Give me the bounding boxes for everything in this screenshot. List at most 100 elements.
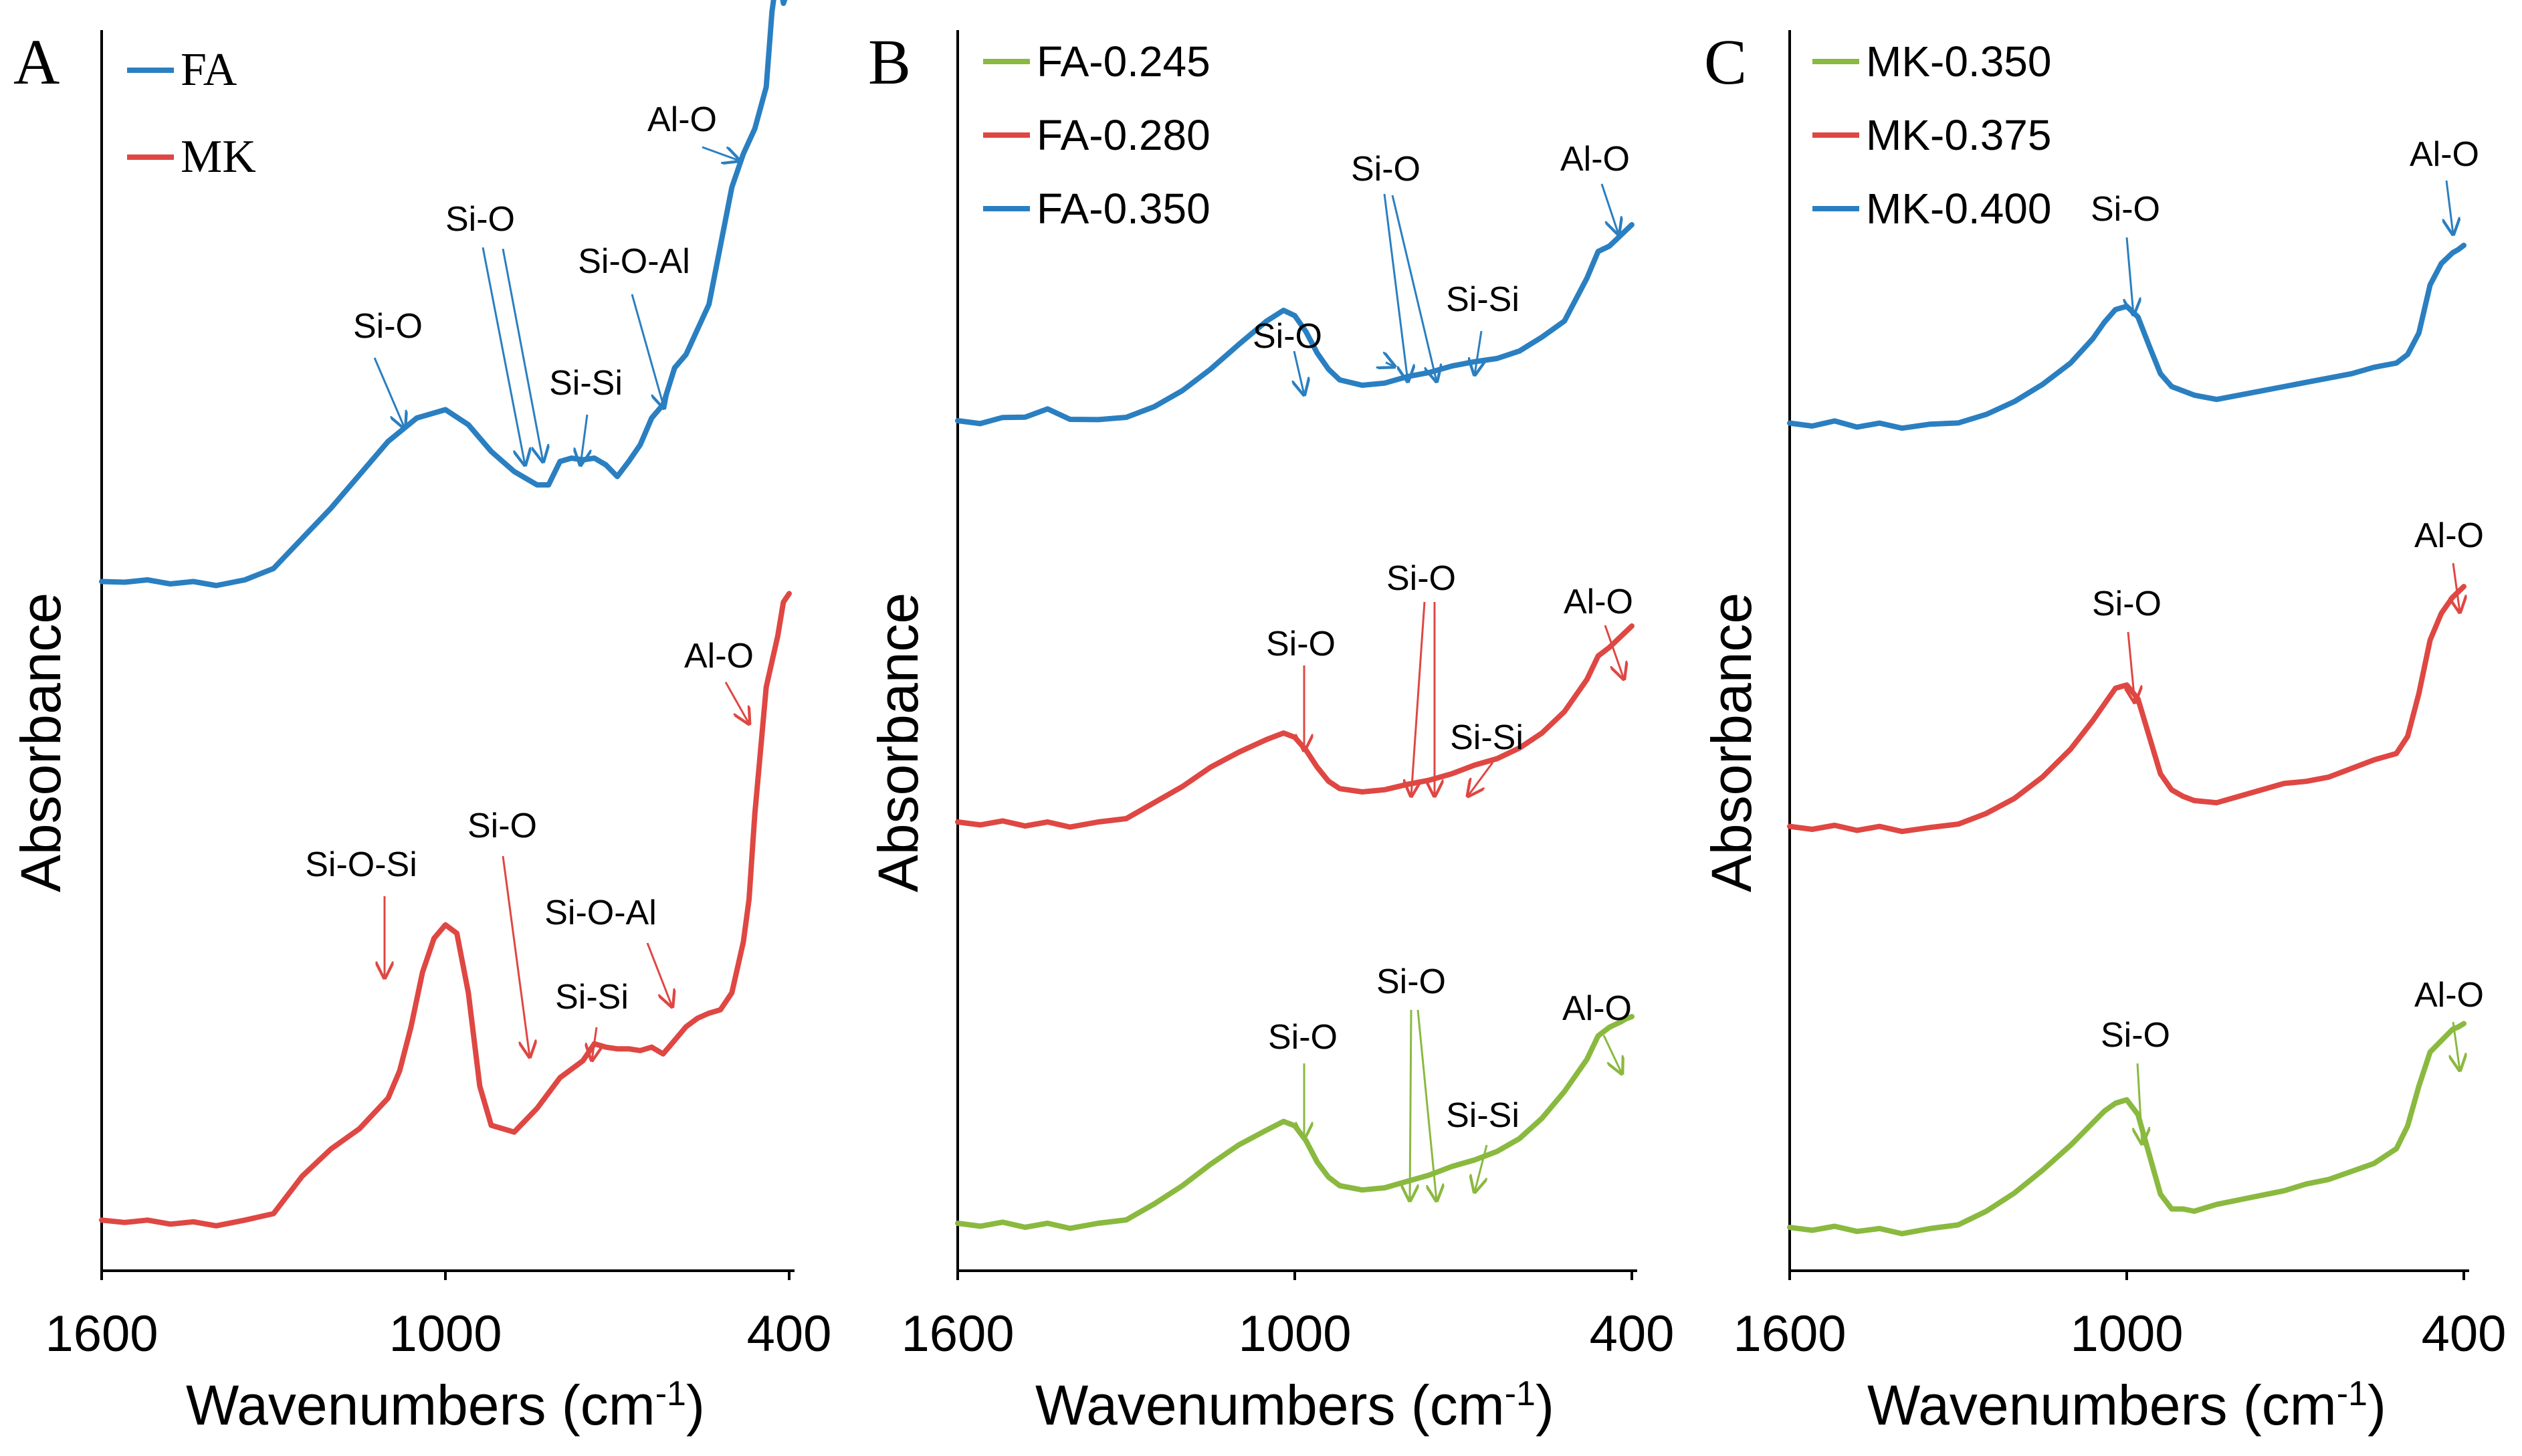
peak-annotation-arrow — [646, 942, 672, 1007]
peak-annotation-arrow — [1475, 1144, 1488, 1192]
peak-annotation-arrow — [1383, 193, 1408, 381]
panel-label: C — [1704, 26, 1747, 98]
peak-annotation-arrow — [502, 855, 530, 1057]
peak-annotation-arrow — [1294, 350, 1304, 395]
x-axis-label-superscript: -1 — [655, 1374, 686, 1413]
peak-annotation-arrow — [724, 682, 749, 724]
peak-annotation-arrow — [1410, 1009, 1411, 1201]
x-axis-label-main: Wavenumbers (cm — [1035, 1374, 1505, 1437]
series-line-mk-0.350 — [1787, 1021, 2466, 1237]
peak-annotation-arrow — [1391, 195, 1437, 381]
series-line-fa-0.245 — [955, 1014, 1635, 1231]
peak-annotation-label: Al-O — [1560, 140, 1630, 179]
x-tick-label: 1000 — [1238, 1306, 1351, 1362]
peak-annotation-label: Si-O-Si — [305, 845, 417, 884]
peak-annotation-label: Si-O — [1376, 962, 1446, 1001]
peak-annotation-arrow — [592, 1027, 597, 1060]
peak-annotation-label: Si-O-Al — [578, 242, 690, 281]
x-tick-label: 400 — [747, 1306, 832, 1362]
series-line-mk-0.400 — [1787, 242, 2466, 431]
peak-annotation-arrow — [1602, 1035, 1622, 1073]
peak-annotation-arrow — [581, 414, 587, 465]
peak-annotation-label: Si-Si — [1446, 280, 1519, 319]
peak-annotation-arrow — [1600, 183, 1618, 234]
x-axis-label-close: ) — [2368, 1374, 2386, 1437]
peak-annotation-label: Al-O — [647, 100, 717, 139]
x-axis-label: Wavenumbers (cm-1) — [1867, 1374, 2386, 1437]
x-axis-label: Wavenumbers (cm-1) — [186, 1374, 705, 1437]
x-axis-label-superscript: -1 — [2337, 1374, 2368, 1413]
peak-annotation-label: Si-Si — [549, 364, 623, 403]
peak-annotation-label: Si-O — [1386, 559, 1456, 598]
legend-label: FA-0.280 — [1037, 111, 1211, 159]
peak-annotation-arrow — [1386, 362, 1394, 367]
x-axis-label-superscript: -1 — [1505, 1374, 1536, 1413]
peak-annotation-arrow — [1468, 762, 1494, 796]
legend-label: MK-0.375 — [1866, 111, 2051, 159]
x-axis-label-main: Wavenumbers (cm — [1867, 1374, 2337, 1437]
peak-annotation-arrow — [702, 146, 739, 161]
x-tick-label: 400 — [2422, 1306, 2507, 1362]
peak-annotation-arrow — [2446, 180, 2453, 234]
peak-annotation-label: Si-Si — [1450, 718, 1523, 757]
x-tick-label: 1600 — [45, 1306, 158, 1362]
y-axis-label: Absorbance — [9, 593, 72, 892]
peak-annotation-arrow — [2128, 631, 2135, 702]
peak-annotation-arrow — [1416, 1009, 1437, 1201]
series-line-fa-0.350 — [955, 222, 1635, 427]
peak-annotation-arrow — [1604, 625, 1624, 679]
series-line-mk-0.375 — [1787, 584, 2466, 835]
peak-annotation-label: Si-O — [1268, 1018, 1338, 1057]
peak-annotation-label: Si-O — [445, 200, 515, 239]
panel-label: A — [13, 26, 60, 98]
peak-annotation-label: Al-O — [1562, 989, 1632, 1028]
peak-annotation-arrow — [2137, 1063, 2142, 1144]
peak-annotation-label: Al-O — [1564, 583, 1633, 621]
x-axis-label-close: ) — [686, 1374, 705, 1437]
peak-annotation-arrow — [2453, 562, 2460, 612]
peak-annotation-label: Si-O — [2092, 585, 2162, 623]
y-axis-label: Absorbance — [1700, 593, 1763, 892]
peak-annotation-label: Si-O — [1266, 625, 1336, 663]
legend-label: FA-0.245 — [1037, 37, 1211, 86]
x-tick-label: 1000 — [389, 1306, 502, 1362]
series-line-fa-0.280 — [955, 623, 1635, 830]
y-axis-label: Absorbance — [867, 593, 930, 892]
peak-annotation-arrow — [631, 294, 664, 408]
legend-label: MK-0.350 — [1866, 37, 2051, 86]
peak-annotation-arrow — [2127, 237, 2133, 314]
peak-annotation-label: Al-O — [2414, 516, 2484, 555]
peak-annotation-label: Si-O — [2101, 1016, 2170, 1055]
x-tick-label: 1600 — [1733, 1306, 1846, 1362]
peak-annotation-label: Si-O — [1351, 150, 1421, 189]
peak-annotation-label: Si-O — [1253, 317, 1322, 356]
legend-label: MK — [181, 131, 256, 183]
peak-annotation-arrow — [502, 248, 543, 461]
series-line-mk — [99, 591, 792, 1229]
panel-a: 1600 1000 400 Wavenumbers (cm-1) Absorbance A… — [9, 0, 831, 1437]
peak-annotation-arrow — [1475, 330, 1481, 375]
peak-annotation-label: Si-O — [2091, 190, 2160, 229]
peak-annotation-label: Al-O — [2410, 135, 2479, 174]
x-tick-label: 1000 — [2070, 1306, 2183, 1362]
series-line-fa — [99, 0, 788, 589]
peak-annotation-label: Si-O-Al — [544, 894, 657, 932]
legend-label: MK-0.400 — [1866, 185, 2051, 233]
x-axis-label-close: ) — [1536, 1374, 1554, 1437]
peak-annotation-arrow — [482, 247, 525, 465]
peak-annotation-label: Al-O — [684, 637, 754, 675]
x-tick-label: 400 — [1590, 1306, 1675, 1362]
peak-annotation-label: Si-O — [353, 307, 423, 346]
panel-b: 1600 1000 400 Wavenumbers (cm-1) Absorbance B… — [867, 26, 1674, 1437]
legend-label: FA — [181, 44, 237, 96]
x-axis-label-main: Wavenumbers (cm — [186, 1374, 655, 1437]
peak-annotation-label: Al-O — [2414, 976, 2484, 1015]
peak-annotation-arrow — [2453, 1021, 2460, 1070]
peak-annotation-label: Si-Si — [555, 978, 629, 1017]
x-tick-label: 1600 — [901, 1306, 1014, 1362]
peak-annotation-arrow — [373, 357, 405, 428]
x-axis-label: Wavenumbers (cm-1) — [1035, 1374, 1554, 1437]
panel-label: B — [868, 26, 911, 98]
panel-c: 1600 1000 400 Wavenumbers (cm-1) Absorbance C… — [1700, 26, 2506, 1437]
